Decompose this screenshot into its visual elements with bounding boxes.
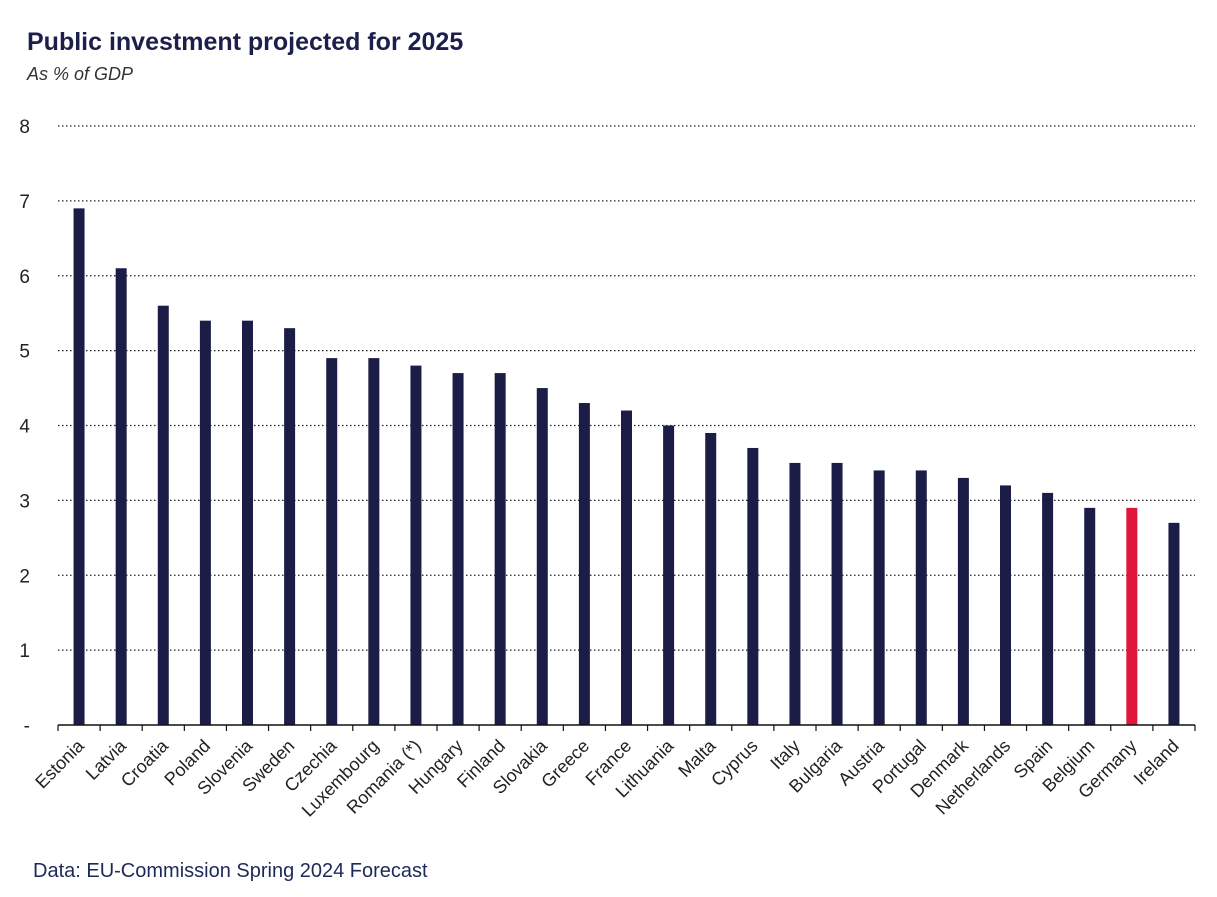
bar <box>452 373 464 725</box>
bar <box>242 320 253 725</box>
bar <box>1042 492 1054 725</box>
bar <box>621 410 632 725</box>
bar <box>789 462 801 725</box>
x-tick-label: Ireland <box>1130 736 1183 789</box>
y-tick-label: 5 <box>19 342 30 363</box>
source-note: Data: EU-Commission Spring 2024 Forecast <box>33 860 428 882</box>
bar <box>199 320 211 725</box>
x-tick-label: Greece <box>537 736 593 792</box>
bar <box>494 373 506 725</box>
x-tick-label: Estonia <box>31 735 88 792</box>
bar <box>1168 522 1180 725</box>
bar <box>410 365 422 725</box>
bar <box>73 208 85 726</box>
bar <box>368 358 380 725</box>
y-tick-label: - <box>24 716 30 737</box>
y-tick-label: 7 <box>19 192 30 213</box>
x-tick-label: Italy <box>766 736 803 773</box>
bar <box>1000 485 1011 725</box>
y-tick-label: 8 <box>19 117 30 138</box>
y-tick-label: 3 <box>19 491 30 512</box>
bar <box>536 388 548 725</box>
bar <box>873 470 885 725</box>
x-tick-label: Croatia <box>117 735 173 791</box>
bar <box>1084 507 1096 725</box>
bar <box>915 470 927 725</box>
bar <box>326 358 338 725</box>
bar <box>157 305 169 725</box>
y-tick-label: 1 <box>19 641 30 662</box>
bar <box>747 447 759 725</box>
bar <box>957 477 969 725</box>
bar <box>831 462 843 725</box>
bar <box>578 403 590 725</box>
y-tick-label: 2 <box>19 566 30 587</box>
y-tick-label: 4 <box>19 417 30 438</box>
bar <box>284 328 296 725</box>
bar <box>663 425 675 725</box>
x-tick-label: Cyprus <box>707 736 761 790</box>
chart-subtitle: As % of GDP <box>27 64 134 84</box>
chart-title: Public investment projected for 2025 <box>27 28 464 56</box>
bar <box>115 268 127 725</box>
y-tick-label: 6 <box>19 267 30 288</box>
bar <box>705 432 717 725</box>
bar <box>1126 507 1138 725</box>
